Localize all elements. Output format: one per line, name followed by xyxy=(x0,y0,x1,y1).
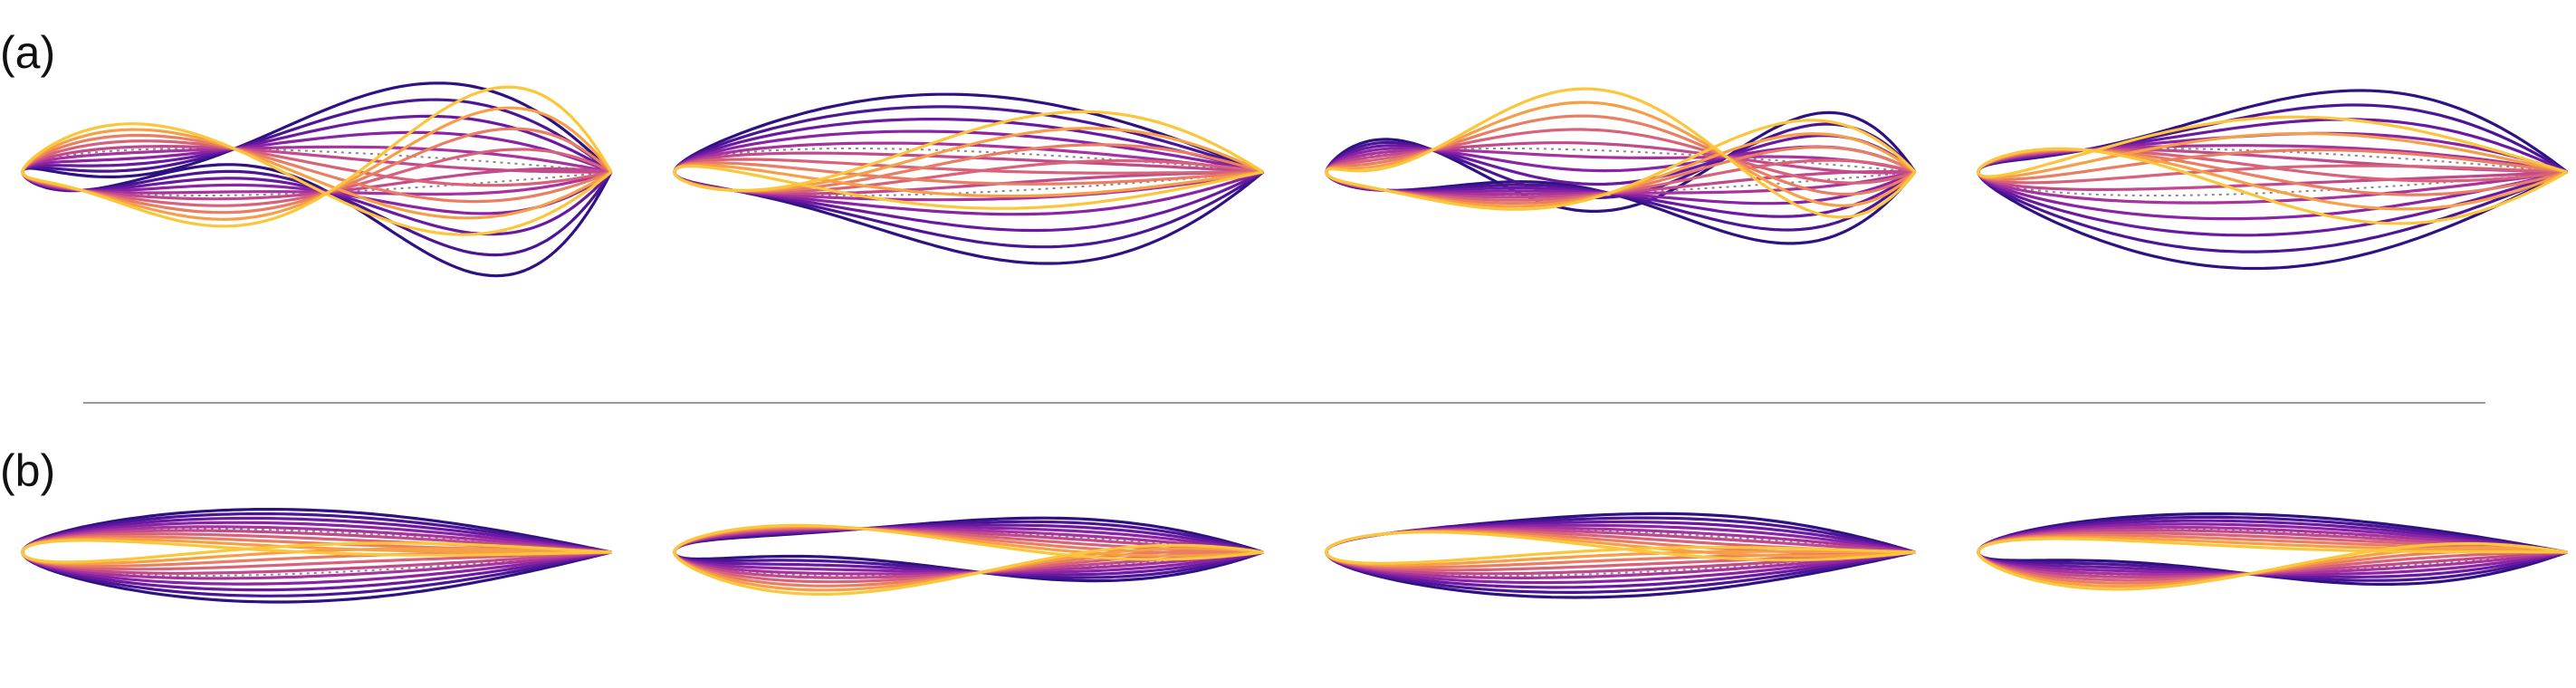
row-a-panel-3 xyxy=(1325,87,1917,245)
row-a-panel-1 xyxy=(21,81,613,278)
airfoil-curve-10 xyxy=(21,539,613,564)
row-label-b: (b) xyxy=(0,445,55,496)
row-b-panel-1 xyxy=(21,508,613,604)
airfoil-curve-10 xyxy=(1977,537,2569,591)
row-label-a: (a) xyxy=(0,27,55,78)
row-a-panel-4 xyxy=(1977,89,2569,271)
row-a-panel-2 xyxy=(673,92,1265,265)
airfoil-curve-10 xyxy=(1325,87,1917,219)
airfoil-curve-3 xyxy=(21,114,613,236)
airfoil-curve-2 xyxy=(1325,122,1917,232)
row-b-panels xyxy=(21,508,2569,604)
row-b-panel-3 xyxy=(1325,511,1917,599)
row-b-panel-2 xyxy=(673,516,1265,596)
row-b-panel-4 xyxy=(1977,512,2569,591)
row-a-panels xyxy=(21,81,2569,278)
airfoil-curve-10 xyxy=(673,523,1265,596)
airfoil-curve-10 xyxy=(673,110,1265,210)
airfoil-curve-10 xyxy=(21,85,613,236)
airfoil-curve-10 xyxy=(1977,115,2569,225)
airfoil-curve-10 xyxy=(1325,530,1917,565)
